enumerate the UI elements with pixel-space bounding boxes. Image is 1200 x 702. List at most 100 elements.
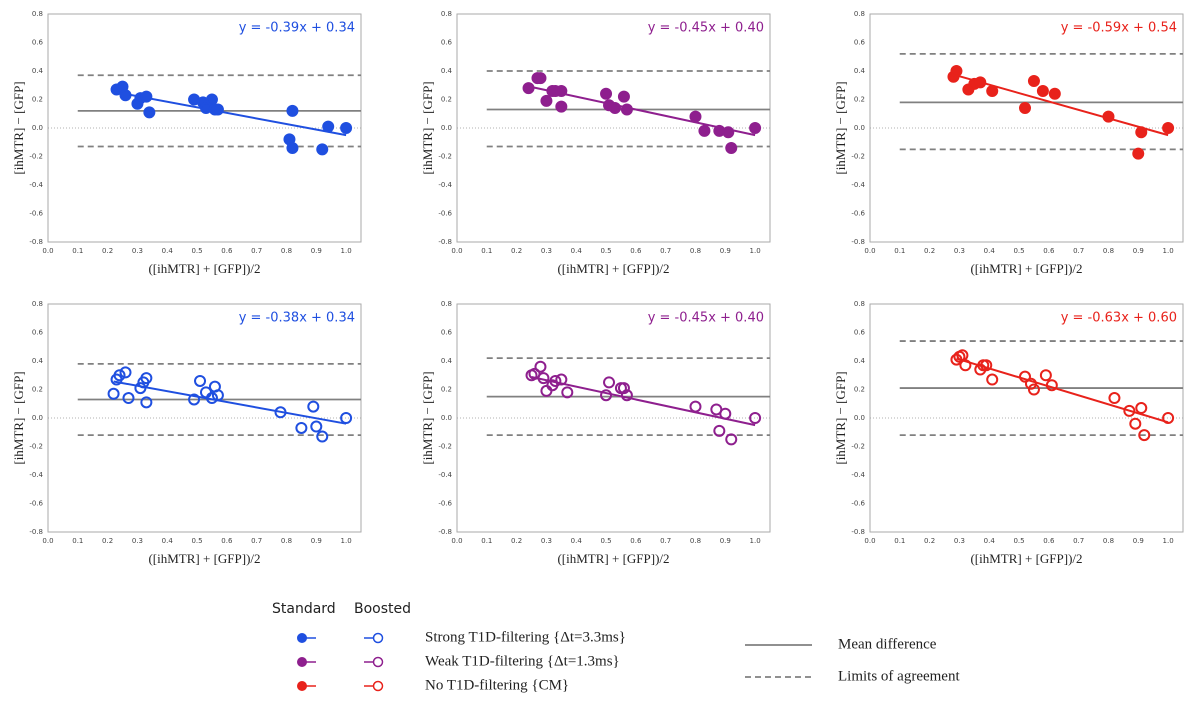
y-tick-label: 0.2 <box>441 96 452 104</box>
y-tick-label: 0.6 <box>854 329 866 337</box>
x-tick-label: 0.8 <box>281 247 292 255</box>
data-point <box>134 382 147 395</box>
data-point <box>1027 383 1040 396</box>
x-tick-label: 0.0 <box>864 537 875 545</box>
data-point <box>950 65 963 77</box>
x-tick-label: 0.2 <box>511 247 522 255</box>
data-point <box>555 373 568 386</box>
y-axis-label: [ihMTR] − [GFP] <box>833 81 848 174</box>
data-point <box>1162 122 1175 134</box>
data-point <box>725 141 738 154</box>
x-tick-label: 0.5 <box>191 537 202 545</box>
panel: -0.8 -0.6 -0.4 -0.2 0.0 0.2 0.4 0.6 0.8 0.0 0.1 0.2… <box>11 300 362 566</box>
x-tick-label: 1.0 <box>750 247 761 255</box>
x-tick-label: 0.5 <box>191 247 202 255</box>
data-point <box>113 369 126 382</box>
data-point <box>698 124 711 137</box>
data-point <box>143 106 156 119</box>
x-tick-label: 0.1 <box>481 537 492 545</box>
data-point <box>1135 402 1148 415</box>
data-point <box>205 93 218 106</box>
x-tick-label: 0.3 <box>132 537 143 545</box>
data-point <box>608 102 621 115</box>
legend-marker-filled <box>297 633 307 643</box>
y-tick-label: 0.8 <box>441 10 452 18</box>
legend-marker-filled <box>297 681 307 691</box>
x-tick-label: 0.7 <box>251 537 262 545</box>
y-tick-label: 0.2 <box>32 386 43 394</box>
y-tick-label: 0.6 <box>32 329 44 337</box>
y-tick-label: 0.6 <box>441 39 453 47</box>
data-point <box>620 103 633 116</box>
data-point <box>561 386 574 399</box>
x-tick-label: 0.5 <box>1013 537 1024 545</box>
y-tick-label: 0.8 <box>441 300 452 308</box>
data-point <box>956 349 969 362</box>
x-tick-label: 0.9 <box>1133 247 1144 255</box>
y-tick-label: 0.2 <box>441 386 452 394</box>
x-tick-label: 0.3 <box>954 247 965 255</box>
x-tick-label: 0.9 <box>1133 537 1144 545</box>
x-tick-label: 1.0 <box>341 537 352 545</box>
y-tick-label: -0.6 <box>29 210 43 218</box>
x-tick-label: 0.4 <box>571 247 583 255</box>
data-point <box>549 374 562 387</box>
x-tick-label: 1.0 <box>750 537 761 545</box>
data-point <box>310 420 323 433</box>
x-tick-label: 0.7 <box>660 247 671 255</box>
legend-marker-open <box>372 680 384 692</box>
data-point <box>107 387 120 400</box>
x-tick-label: 0.4 <box>571 537 583 545</box>
data-point <box>1019 102 1032 115</box>
data-point <box>749 412 762 424</box>
panel: -0.8 -0.6 -0.4 -0.2 0.0 0.2 0.4 0.6 0.8 0.0 0.1 0.2… <box>833 10 1184 276</box>
x-tick-label: 0.6 <box>1043 247 1055 255</box>
x-tick-label: 0.8 <box>1103 247 1114 255</box>
y-tick-label: 0.4 <box>32 357 44 365</box>
data-point <box>1102 110 1115 123</box>
data-point <box>1048 87 1061 100</box>
data-point <box>534 72 547 85</box>
data-point <box>1135 126 1148 139</box>
x-tick-label: 0.2 <box>924 247 935 255</box>
x-tick-label: 0.4 <box>162 247 174 255</box>
y-tick-label: 0.0 <box>441 124 452 132</box>
y-tick-label: 0.4 <box>854 67 866 75</box>
data-point <box>1108 392 1121 405</box>
data-point <box>307 400 320 413</box>
x-tick-label: 0.9 <box>311 247 322 255</box>
data-point <box>555 100 568 113</box>
y-axis-label: [ihMTR] − [GFP] <box>833 371 848 464</box>
x-tick-label: 0.1 <box>894 537 905 545</box>
y-tick-label: 0.4 <box>441 67 453 75</box>
data-point <box>188 393 201 406</box>
x-tick-label: 0.1 <box>894 247 905 255</box>
x-tick-label: 0.5 <box>1013 247 1024 255</box>
x-axis-label: ([ihMTR] + [GFP])/2 <box>557 261 669 276</box>
data-point <box>603 376 616 389</box>
data-point <box>205 392 218 405</box>
data-point <box>295 421 308 434</box>
legend-label: Weak T1D-filtering {Δt=1.3ms} <box>425 653 620 669</box>
y-axis-label: [ihMTR] − [GFP] <box>11 371 26 464</box>
data-point <box>194 374 207 387</box>
data-point <box>980 359 993 372</box>
x-tick-label: 1.0 <box>341 247 352 255</box>
data-point <box>537 372 550 385</box>
data-point <box>986 84 999 97</box>
data-point <box>119 366 132 379</box>
data-point <box>540 94 553 107</box>
y-tick-label: -0.6 <box>851 210 865 218</box>
legend-label: Limits of agreement <box>838 668 960 684</box>
x-tick-label: 0.8 <box>690 247 701 255</box>
y-axis-label: [ihMTR] − [GFP] <box>420 371 435 464</box>
x-tick-label: 0.0 <box>42 247 53 255</box>
x-tick-label: 0.7 <box>1073 247 1084 255</box>
y-tick-label: -0.4 <box>851 181 865 189</box>
y-tick-label: -0.8 <box>29 528 43 536</box>
y-tick-label: 0.4 <box>854 357 866 365</box>
fit-line <box>953 73 1169 137</box>
data-point <box>722 126 735 139</box>
y-tick-label: -0.8 <box>851 238 865 246</box>
